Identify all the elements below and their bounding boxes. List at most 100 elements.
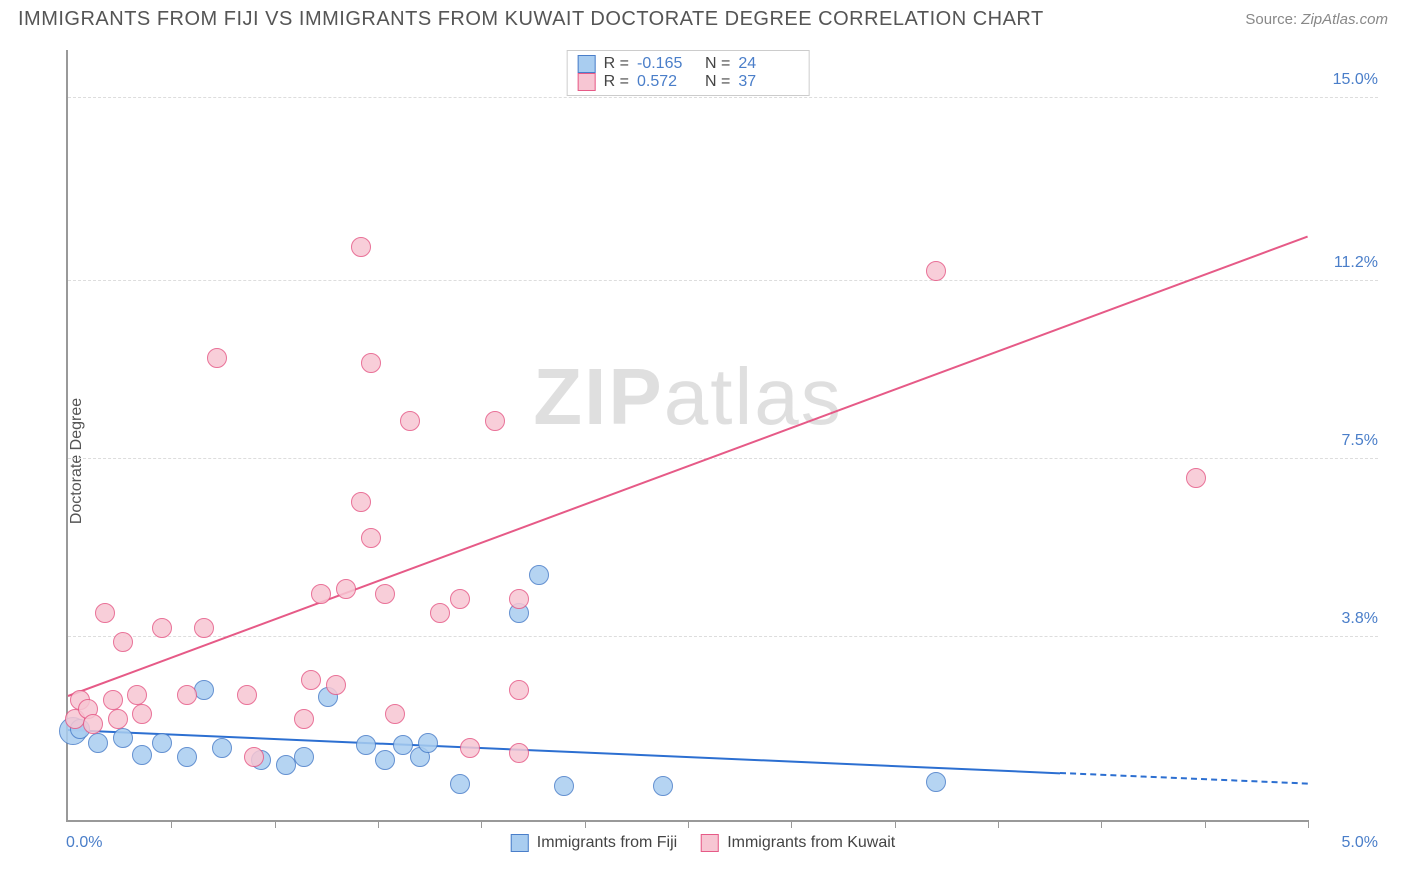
series-label-kuwait: Immigrants from Kuwait <box>727 834 895 852</box>
data-point-kuwait <box>400 411 420 431</box>
data-point-kuwait <box>207 348 227 368</box>
x-tick <box>998 820 999 828</box>
data-point-kuwait <box>351 237 371 257</box>
data-point-kuwait <box>108 709 128 729</box>
x-tick <box>378 820 379 828</box>
data-point-kuwait <box>311 584 331 604</box>
x-axis-origin-label: 0.0% <box>66 834 102 852</box>
r-label: R = <box>604 73 629 91</box>
x-tick <box>895 820 896 828</box>
source-attribution: Source: ZipAtlas.com <box>1245 11 1388 28</box>
r-value-fiji: -0.165 <box>637 55 697 73</box>
data-point-kuwait <box>177 685 197 705</box>
data-point-kuwait <box>152 618 172 638</box>
data-point-kuwait <box>294 709 314 729</box>
data-point-kuwait <box>103 690 123 710</box>
series-label-fiji: Immigrants from Fiji <box>537 834 677 852</box>
data-point-fiji <box>194 680 214 700</box>
data-point-kuwait <box>194 618 214 638</box>
data-point-fiji <box>529 565 549 585</box>
data-point-kuwait <box>450 589 470 609</box>
data-point-fiji <box>177 747 197 767</box>
data-point-fiji <box>356 735 376 755</box>
data-point-kuwait <box>375 584 395 604</box>
n-label: N = <box>705 73 730 91</box>
series-legend: Immigrants from Fiji Immigrants from Kuw… <box>511 834 896 852</box>
data-point-kuwait <box>237 685 257 705</box>
gridline <box>68 458 1378 459</box>
data-point-kuwait <box>460 738 480 758</box>
plot-area: ZIPatlas R = -0.165 N = 24 R = 0.572 N =… <box>66 50 1308 822</box>
data-point-kuwait <box>326 675 346 695</box>
data-point-fiji <box>113 728 133 748</box>
x-tick <box>1205 820 1206 828</box>
source-label: Source: <box>1245 11 1297 28</box>
data-point-kuwait <box>509 743 529 763</box>
data-point-kuwait <box>336 579 356 599</box>
stats-legend: R = -0.165 N = 24 R = 0.572 N = 37 <box>567 50 810 96</box>
x-tick <box>688 820 689 828</box>
data-point-fiji <box>418 733 438 753</box>
y-tick-label: 7.5% <box>1318 432 1378 450</box>
data-point-fiji <box>132 745 152 765</box>
data-point-fiji <box>88 733 108 753</box>
chart-container: Doctorate Degree ZIPatlas R = -0.165 N =… <box>18 40 1388 882</box>
data-point-kuwait <box>1186 468 1206 488</box>
data-point-kuwait <box>127 685 147 705</box>
watermark: ZIPatlas <box>533 351 842 443</box>
gridline <box>68 636 1378 637</box>
y-tick-label: 15.0% <box>1318 71 1378 89</box>
data-point-kuwait <box>361 528 381 548</box>
gridline <box>68 97 1378 98</box>
stats-row-fiji: R = -0.165 N = 24 <box>578 55 799 73</box>
x-axis-max-label: 5.0% <box>1342 834 1378 852</box>
data-point-kuwait <box>361 353 381 373</box>
data-point-kuwait <box>244 747 264 767</box>
data-point-fiji <box>294 747 314 767</box>
data-point-fiji <box>653 776 673 796</box>
data-point-fiji <box>554 776 574 796</box>
data-point-kuwait <box>95 603 115 623</box>
data-point-fiji <box>393 735 413 755</box>
data-point-kuwait <box>509 680 529 700</box>
watermark-brand-a: ZIP <box>533 352 663 441</box>
data-point-fiji <box>375 750 395 770</box>
x-tick <box>1101 820 1102 828</box>
data-point-kuwait <box>385 704 405 724</box>
data-point-fiji <box>212 738 232 758</box>
trend-line <box>68 236 1309 697</box>
x-tick <box>481 820 482 828</box>
swatch-fiji-icon <box>511 834 529 852</box>
stats-row-kuwait: R = 0.572 N = 37 <box>578 73 799 91</box>
legend-item-kuwait: Immigrants from Kuwait <box>701 834 895 852</box>
n-value-kuwait: 37 <box>738 73 798 91</box>
y-tick-label: 3.8% <box>1318 610 1378 628</box>
data-point-kuwait <box>83 714 103 734</box>
legend-item-fiji: Immigrants from Fiji <box>511 834 677 852</box>
data-point-kuwait <box>430 603 450 623</box>
data-point-kuwait <box>485 411 505 431</box>
x-tick <box>585 820 586 828</box>
gridline <box>68 280 1378 281</box>
swatch-kuwait-icon <box>578 73 596 91</box>
source-value: ZipAtlas.com <box>1301 11 1388 28</box>
swatch-fiji-icon <box>578 55 596 73</box>
n-value-fiji: 24 <box>738 55 798 73</box>
data-point-fiji <box>450 774 470 794</box>
data-point-kuwait <box>132 704 152 724</box>
x-tick <box>275 820 276 828</box>
r-label: R = <box>604 55 629 73</box>
n-label: N = <box>705 55 730 73</box>
data-point-kuwait <box>509 589 529 609</box>
data-point-kuwait <box>926 261 946 281</box>
data-point-fiji <box>152 733 172 753</box>
y-tick-label: 11.2% <box>1318 254 1378 272</box>
watermark-brand-b: atlas <box>664 352 843 441</box>
data-point-kuwait <box>351 492 371 512</box>
r-value-kuwait: 0.572 <box>637 73 697 91</box>
chart-title: IMMIGRANTS FROM FIJI VS IMMIGRANTS FROM … <box>18 8 1044 31</box>
data-point-kuwait <box>301 670 321 690</box>
swatch-kuwait-icon <box>701 834 719 852</box>
x-tick <box>791 820 792 828</box>
trend-line-extrap <box>1060 772 1308 785</box>
